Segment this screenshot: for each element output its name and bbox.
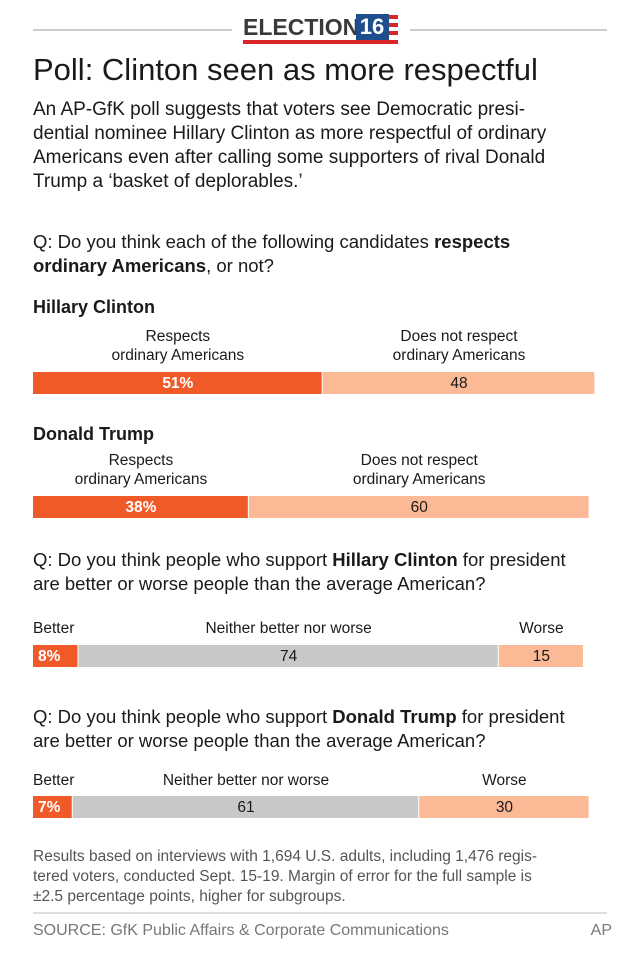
question-line: are better or worse people than the aver… — [33, 730, 486, 751]
value-label: 60 — [411, 499, 429, 516]
intro-line: An AP-GfK poll suggests that voters see … — [33, 99, 525, 120]
intro-line: Trump a ‘basket of deplorables.’ — [33, 171, 303, 192]
question-text: , or not? — [206, 255, 274, 276]
category-label: Better — [33, 772, 74, 789]
category-label: Respects — [109, 452, 174, 469]
question-line: Q: Do you think people who support Donal… — [33, 706, 565, 727]
category-label: Neither better nor worse — [205, 620, 371, 637]
question-line: ordinary Americans, or not? — [33, 255, 274, 276]
category-label: Worse — [519, 620, 564, 637]
question-text: Q: Do you think each of the following ca… — [33, 231, 434, 252]
category-label: Does not respect — [400, 328, 518, 345]
logo-word: ELECTION — [243, 14, 359, 40]
logo-stripe — [389, 31, 398, 35]
credit: AP — [591, 922, 612, 939]
bar-segment — [498, 645, 583, 667]
question-text: Q: Do you think people who support — [33, 706, 332, 727]
category-label: Neither better nor worse — [163, 772, 329, 789]
category-label: ordinary Americans — [353, 471, 486, 488]
question-text: Q: Do you think people who support — [33, 549, 332, 570]
source: SOURCE: GfK Public Affairs & Corporate C… — [33, 922, 449, 939]
value-label: 48 — [450, 375, 467, 392]
bar-segment — [33, 496, 248, 518]
bar-segment — [33, 645, 78, 667]
value-label: 74 — [280, 648, 298, 665]
question-line: Q: Do you think each of the following ca… — [33, 231, 510, 252]
logo-year: 16 — [360, 14, 384, 39]
category-label: Better — [33, 620, 74, 637]
question-text: are better or worse people than the aver… — [33, 730, 486, 751]
category-label: Respects — [146, 328, 211, 345]
question-text: respects — [434, 231, 510, 252]
category-label: ordinary Americans — [75, 471, 208, 488]
logo-stripe — [389, 15, 398, 19]
question-text: for president — [458, 549, 566, 570]
note-line: Results based on interviews with 1,694 U… — [33, 848, 537, 865]
bar-segment — [72, 796, 419, 818]
logo-stripe — [389, 23, 398, 27]
question-text: are better or worse people than the aver… — [33, 573, 486, 594]
value-label: 7% — [38, 799, 61, 816]
bar-segment — [322, 372, 595, 394]
bar-segment — [248, 496, 589, 518]
value-label: 15 — [533, 648, 550, 665]
chart-title: Donald Trump — [33, 424, 154, 444]
value-label: 8% — [38, 648, 61, 665]
question-line: are better or worse people than the aver… — [33, 573, 486, 594]
logo-box — [356, 14, 389, 40]
bar-segment — [33, 372, 322, 394]
category-label: Does not respect — [361, 452, 479, 469]
bar-segment — [33, 796, 72, 818]
question-text: Donald Trump — [332, 706, 456, 727]
chart-title: Hillary Clinton — [33, 297, 155, 317]
value-label: 30 — [496, 799, 514, 816]
title: Poll: Clinton seen as more respectful — [33, 52, 538, 87]
intro-line: Americans even after calling some suppor… — [33, 147, 545, 168]
question-text: for president — [457, 706, 565, 727]
note-line: tered voters, conducted Sept. 15-19. Mar… — [33, 868, 532, 885]
value-label: 51% — [162, 375, 193, 392]
logo-stripe — [243, 40, 398, 44]
category-label: ordinary Americans — [393, 347, 526, 364]
category-label: ordinary Americans — [112, 347, 245, 364]
category-label: Worse — [482, 772, 527, 789]
note-line: ±2.5 percentage points, higher for subgr… — [33, 888, 346, 905]
value-label: 38% — [125, 499, 156, 516]
question-line: Q: Do you think people who support Hilla… — [33, 549, 566, 570]
value-label: 61 — [237, 799, 254, 816]
intro-line: dential nominee Hillary Clinton as more … — [33, 123, 547, 144]
question-text: Hillary Clinton — [332, 549, 457, 570]
question-text: ordinary Americans — [33, 255, 206, 276]
bar-segment — [419, 796, 589, 818]
bar-segment — [78, 645, 498, 667]
